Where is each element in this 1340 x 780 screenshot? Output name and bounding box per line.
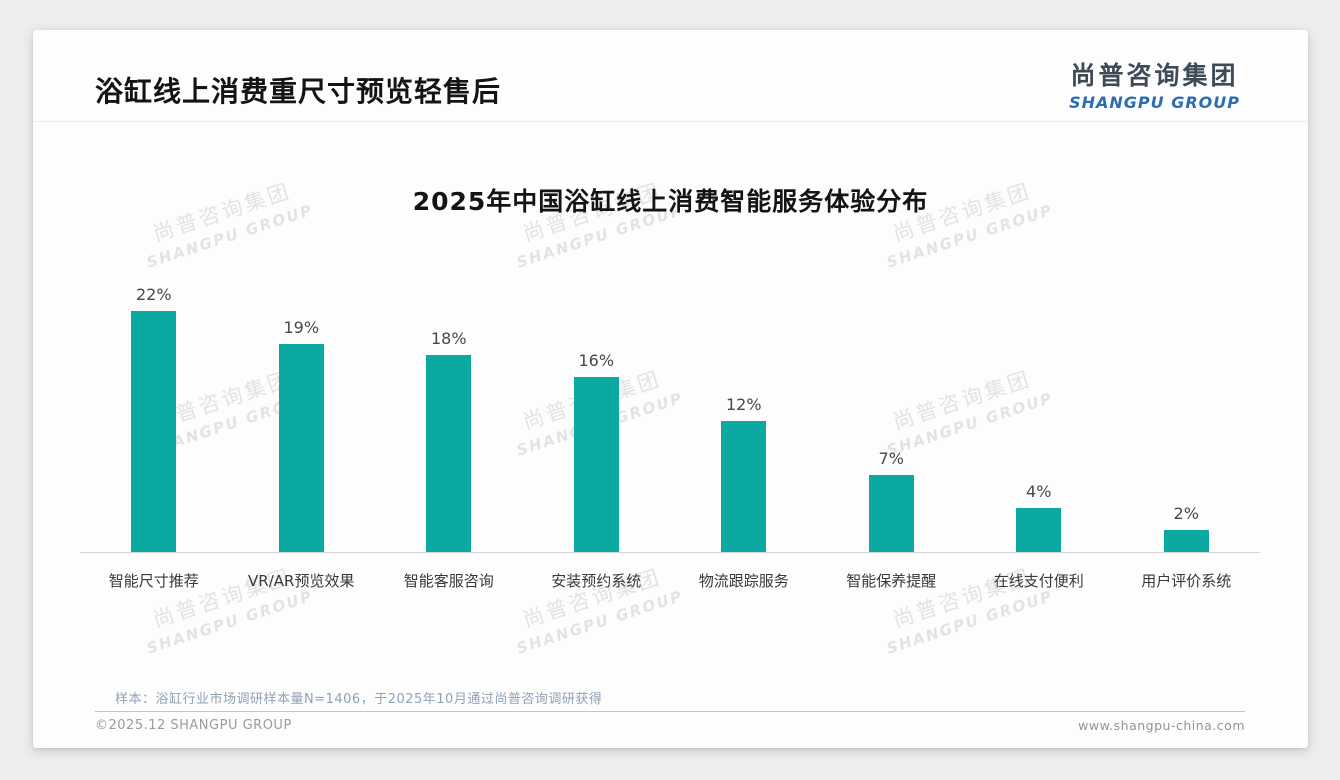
bar-chart: 22% 19% 18% 16% 12% 7% 4% 2% 智能尺寸推荐 VR/AR预览效果 智能客… <box>80 282 1260 591</box>
bar <box>573 377 619 552</box>
footer-divider <box>95 711 1245 712</box>
header: 浴缸线上消费重尺寸预览轻售后 尚普咨询集团 SHANGPU GROUP <box>33 30 1308 122</box>
bar-value-label: 2% <box>1173 504 1199 523</box>
slide-card: 尚普咨询集团 SHANGPU GROUP 尚普咨询集团 SHANGPU GROUP 尚普… <box>33 30 1308 748</box>
logo-chinese-text: 尚普咨询集团 <box>1070 61 1239 90</box>
category-label: 物流跟踪服务 <box>698 572 789 590</box>
bar-column: 22% <box>80 285 228 552</box>
bar-column: 18% <box>375 329 523 552</box>
chart-title: 2025年中国浴缸线上消费智能服务体验分布 <box>412 187 929 216</box>
footer: ©2025.12 SHANGPU GROUP www.shangpu-china… <box>95 718 1245 733</box>
bar-column: 19% <box>228 318 376 552</box>
copyright-text: ©2025.12 SHANGPU GROUP <box>95 718 292 733</box>
page-title: 浴缸线上消费重尺寸预览轻售后 <box>95 75 502 108</box>
bar-value-label: 22% <box>135 285 172 304</box>
bar-column: 16% <box>523 351 671 552</box>
bar-value-label: 18% <box>430 329 467 348</box>
plot-area: 22% 19% 18% 16% 12% 7% 4% 2% <box>80 282 1260 552</box>
bar <box>1016 508 1062 552</box>
bar-column: 4% <box>965 482 1113 552</box>
bar <box>278 344 324 552</box>
company-logo: 尚普咨询集团 SHANGPU GROUP <box>1069 56 1240 112</box>
category-label: 智能保养提醒 <box>846 572 937 590</box>
bar <box>1163 530 1209 552</box>
category-label: 安装预约系统 <box>551 572 642 590</box>
bar-column: 12% <box>670 395 818 552</box>
category-label: 用户评价系统 <box>1141 572 1232 590</box>
x-axis-line <box>80 552 1260 553</box>
bar-value-label: 19% <box>283 318 320 337</box>
category-label: 智能客服咨询 <box>403 572 494 590</box>
bar <box>868 475 914 552</box>
category-label: VR/AR预览效果 <box>248 572 355 590</box>
bar <box>426 355 472 552</box>
bar-column: 2% <box>1113 504 1261 552</box>
bar-value-label: 4% <box>1026 482 1052 501</box>
category-label: 在线支付便利 <box>993 572 1084 590</box>
sample-note: 样本：浴缸行业市场调研样本量N=1406，于2025年10月通过尚普咨询调研获得 <box>115 692 603 707</box>
bar-column: 7% <box>818 449 966 552</box>
bar-value-label: 16% <box>578 351 615 370</box>
logo-english-text: SHANGPU GROUP <box>1069 93 1240 112</box>
category-labels-row: 智能尺寸推荐 VR/AR预览效果 智能客服咨询 安装预约系统 物流跟踪服务 智能保养提醒 在… <box>80 570 1260 591</box>
category-label: 智能尺寸推荐 <box>108 572 199 590</box>
bar <box>131 311 177 552</box>
bar <box>721 421 767 552</box>
bar-value-label: 7% <box>878 449 904 468</box>
bar-value-label: 12% <box>725 395 762 414</box>
website-link[interactable]: www.shangpu-china.com <box>1078 718 1245 733</box>
